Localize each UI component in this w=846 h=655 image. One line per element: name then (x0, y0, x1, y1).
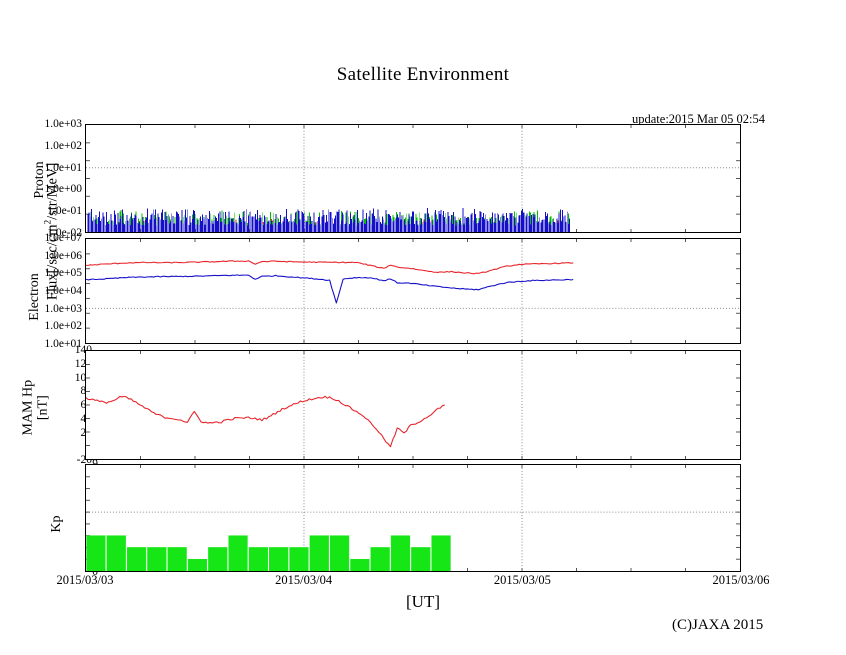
kp-bar (187, 558, 208, 571)
kp-bar (370, 547, 390, 571)
kp-bar (208, 547, 228, 571)
y-tick-label: 1.0e+02 (44, 320, 82, 333)
kp-panel (85, 464, 741, 572)
kp-bar (431, 535, 451, 571)
kp-bar (390, 535, 411, 571)
kp-bar (228, 535, 248, 571)
x-axis-title: [UT] (406, 592, 440, 611)
kp-bar (167, 547, 187, 571)
x-tick-label: 2015/03/04 (275, 573, 333, 587)
x-tick-label: 2015/03/06 (712, 573, 770, 587)
y-tick-label: 1.0e-02 (47, 227, 82, 239)
y-tick-label: 1.0e+02 (44, 139, 82, 152)
kp-bar (350, 558, 370, 571)
y-tick-label: 1.0e+06 (44, 249, 82, 262)
y-tick-label: 0 (92, 566, 98, 578)
electron-panel (85, 238, 741, 344)
x-tick-label: 2015/03/03 (56, 573, 114, 587)
y-tick-label: 1.0e+01 (44, 161, 82, 174)
y-tick-label: 1.0e+03 (44, 118, 82, 130)
kp-bar (248, 547, 268, 571)
mam-panel (85, 350, 741, 460)
y-tick-label: 1.0e+07 (44, 232, 82, 244)
x-tick-label: 2015/03/05 (493, 573, 551, 587)
copyright-notice: (C)JAXA 2015 (672, 617, 764, 633)
electron-y-ticks: 1.0e+07 1.0e+06 1.0e+05 1.0e+04 1.0e+03 1.0e+… (36, 232, 82, 350)
kp-bar (289, 547, 309, 571)
kp-plot-area (86, 465, 740, 571)
kp-bar (269, 547, 289, 571)
proton-y-ticks: 1.0e+03 1.0e+02 1.0e+01 1.0e+00 1.0e-01 1.0e-… (36, 118, 82, 239)
update-timestamp: update:2015 Mar 05 02:54 (632, 112, 765, 126)
proton-plot-area (86, 125, 740, 232)
mam-caption-line1: MAM Hp (20, 379, 36, 436)
electron-plot-area (86, 239, 740, 343)
kp-bar (147, 547, 167, 571)
kp-bar (126, 547, 147, 571)
y-tick-label: 1.0e+01 (44, 338, 82, 350)
kp-bar (106, 535, 126, 571)
proton-panel (85, 124, 741, 233)
kp-bar (329, 535, 350, 571)
y-tick-label: 1.0e+00 (44, 183, 82, 196)
kp-bar (411, 547, 431, 571)
kp-bar (86, 535, 106, 571)
mam-plot-area (86, 351, 740, 459)
y-tick-label: 1.0e-01 (47, 205, 82, 218)
y-tick-label: 1.0e+03 (44, 302, 82, 315)
page-title: Satellite Environment (336, 64, 510, 85)
y-tick-label: 1.0e+05 (44, 267, 82, 280)
kp-bar (309, 535, 329, 571)
y-tick-label: 1.0e+04 (44, 285, 82, 297)
